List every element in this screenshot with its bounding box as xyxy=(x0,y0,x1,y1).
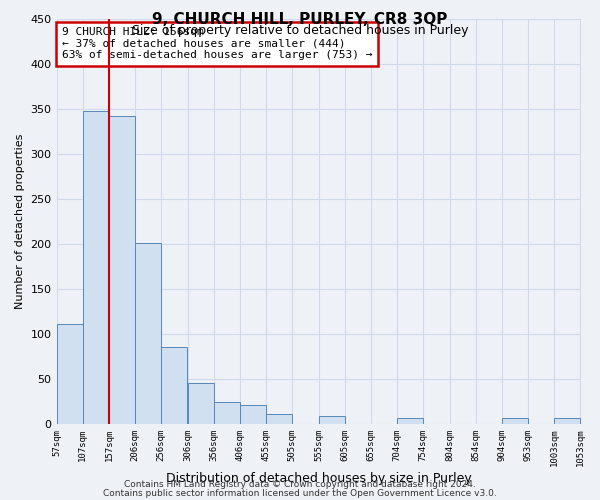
Bar xyxy=(214,402,240,424)
Bar xyxy=(57,324,83,424)
Text: 9, CHURCH HILL, PURLEY, CR8 3QP: 9, CHURCH HILL, PURLEY, CR8 3QP xyxy=(152,12,448,28)
Bar xyxy=(319,416,344,424)
Bar xyxy=(397,418,423,424)
Text: 9 CHURCH HILL: 156sqm
← 37% of detached houses are smaller (444)
63% of semi-det: 9 CHURCH HILL: 156sqm ← 37% of detached … xyxy=(62,27,372,60)
Bar xyxy=(502,418,527,424)
X-axis label: Distribution of detached houses by size in Purley: Distribution of detached houses by size … xyxy=(166,472,472,485)
Text: Contains HM Land Registry data © Crown copyright and database right 2024.: Contains HM Land Registry data © Crown c… xyxy=(124,480,476,489)
Text: Size of property relative to detached houses in Purley: Size of property relative to detached ho… xyxy=(132,24,468,37)
Bar xyxy=(188,382,214,424)
Bar xyxy=(266,414,292,424)
Y-axis label: Number of detached properties: Number of detached properties xyxy=(15,134,25,309)
Bar xyxy=(135,243,161,424)
Text: Contains public sector information licensed under the Open Government Licence v3: Contains public sector information licen… xyxy=(103,488,497,498)
Bar xyxy=(161,348,187,424)
Bar xyxy=(241,405,266,424)
Bar xyxy=(83,111,109,424)
Bar xyxy=(554,418,580,424)
Bar xyxy=(109,116,134,424)
